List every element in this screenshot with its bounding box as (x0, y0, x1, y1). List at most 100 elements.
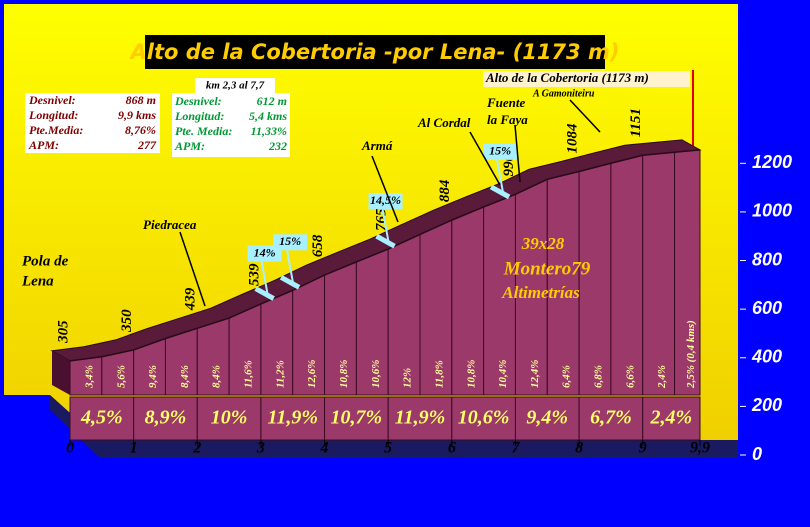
summit-box (483, 71, 690, 87)
ramp-marker (375, 233, 396, 249)
ramp-leader (286, 250, 295, 284)
km-box (69, 396, 135, 441)
place-label: Armá (361, 138, 393, 153)
ramp-label: 14% (254, 245, 276, 259)
summary-value: 612 m (257, 94, 287, 108)
km-gradient-label: 8,9% (145, 407, 187, 429)
segment-gradient-label: 10,6% (370, 360, 382, 388)
place-label: Alto de la Cobertoria (1173 m) (485, 70, 649, 85)
summary-label: Pte.Media: (29, 123, 83, 137)
segment-gradient-label: 10,8% (338, 360, 350, 388)
x-tick-label: 3 (256, 440, 265, 457)
credit-text: 39x28 (521, 234, 565, 253)
y-tick-label: 0 (752, 444, 762, 464)
km-gradient-label: 9,4% (526, 407, 568, 429)
segment-gradient-label: 11,6% (243, 360, 255, 388)
place-leader (179, 231, 206, 307)
place-label: Pola de (22, 253, 69, 269)
segment-gradient-label: 2,5% (0,4 kms) (685, 320, 697, 389)
km-box (387, 396, 453, 441)
km-box (260, 396, 326, 441)
ramp-leader (496, 159, 505, 194)
km-gradient-label: 10% (211, 407, 248, 429)
summary-steep-title-box (195, 78, 275, 93)
summary-value: 232 (268, 139, 287, 153)
place-label: Fuente (486, 95, 526, 110)
km-box (514, 396, 580, 441)
segment-column (610, 154, 644, 396)
place-leader (514, 124, 521, 183)
segment-gradient-label: 11,2% (274, 360, 286, 388)
ramp-label-box (483, 143, 518, 160)
x-tick-label: 4 (320, 440, 329, 457)
segment-gradient-label: 10,4% (497, 360, 509, 388)
elevation-label: 350 (119, 309, 135, 333)
x-tick-label: 1 (130, 440, 138, 457)
summary-value: 868 m (126, 93, 156, 107)
ramp-label-box (368, 193, 403, 210)
chart-title: Alto de la Cobertoria -por Lena- (1173 m… (129, 40, 620, 64)
segment-gradient-label: 10,8% (465, 360, 477, 388)
summary-label: APM: (28, 138, 59, 152)
x-tick-label: 9 (639, 440, 647, 457)
y-tick-label: 800 (752, 249, 782, 269)
summary-steep-title: km 2,3 al 7,7 (206, 80, 265, 92)
x-tick-label: 8 (575, 440, 583, 457)
ramp-leader (381, 208, 390, 243)
elevation-label: 539 (246, 263, 262, 286)
elevation-label: 1151 (628, 108, 644, 137)
km-gradient-label: 10,7% (331, 407, 383, 429)
floor (50, 395, 738, 458)
summary-label: Desnivel: (28, 93, 76, 107)
segment-gradient-label: 9,4% (147, 365, 159, 388)
y-tick-label: 1200 (752, 152, 792, 172)
km-gradient-label: 2,4% (650, 407, 693, 429)
summary-value: 277 (137, 138, 157, 152)
elevation-label: 765 (374, 208, 390, 231)
ramp-label: 15% (489, 144, 511, 158)
place-label: Lena (21, 273, 54, 289)
segment-gradient-label: 12,6% (306, 360, 318, 388)
place-leader (469, 131, 501, 186)
elevation-label: 658 (310, 234, 326, 257)
km-gradient-label: 11,9% (267, 407, 318, 429)
km-box (133, 396, 198, 441)
ramp-marker (279, 275, 301, 290)
x-tick-label: 2 (192, 440, 201, 457)
y-tick-label: 200 (751, 395, 782, 415)
x-tick-label: 7 (511, 440, 520, 457)
ramp-marker (254, 286, 275, 301)
summary-value: 9,9 kms (118, 108, 156, 122)
segment-gradient-label: 2,4% (656, 365, 668, 389)
km-gradient-label: 11,9% (395, 407, 446, 429)
ramp-label: 14,5% (370, 193, 401, 207)
summary-value: 11,33% (251, 124, 287, 138)
place-label: Al Cordal (417, 115, 471, 130)
place-leader (371, 155, 399, 223)
summary-label: Longitud: (28, 108, 78, 122)
segment-gradient-label: 5,6% (115, 365, 127, 388)
summary-steep-box (172, 93, 290, 157)
summary-label: Longitud: (174, 109, 224, 123)
place-leader (569, 99, 601, 133)
segment-gradient-label: 8,4% (211, 365, 223, 388)
x-tick-label: 5 (384, 440, 392, 457)
segment-gradient-label: 12% (402, 368, 414, 388)
segment-gradient-label: 11,8% (433, 360, 445, 388)
km-gradient-label: 6,7% (590, 407, 632, 429)
segment-gradient-label: 6,4% (561, 365, 573, 388)
summary-value: 5,4 kms (249, 109, 287, 123)
elevation-label: 1084 (565, 123, 581, 154)
y-tick-label: 1000 (752, 201, 792, 221)
summary-total-box (25, 93, 160, 153)
segment-gradient-label: 12,4% (529, 360, 541, 388)
place-label: Piedracea (143, 217, 197, 232)
summary-value: 8,76% (125, 123, 156, 137)
place-label: la Faya (487, 112, 528, 127)
credit-text: Montero79 (503, 258, 591, 279)
km-box (642, 396, 701, 441)
x-tick-label: 9,9 (690, 440, 710, 457)
summary-label: APM: (174, 139, 205, 153)
elevation-label: 439 (183, 287, 199, 311)
